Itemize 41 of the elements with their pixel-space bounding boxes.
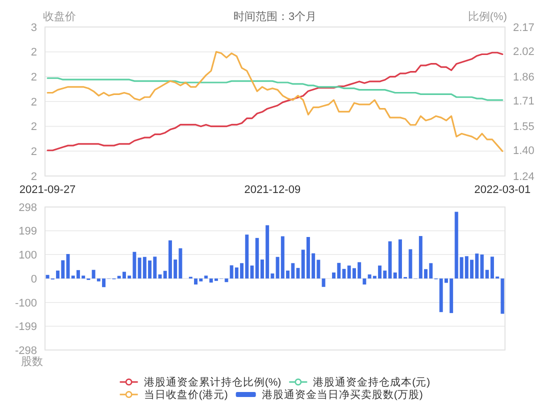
y-tick-label: 100 xyxy=(18,249,37,262)
y2-tick-label: 1.24 xyxy=(513,170,534,183)
bar xyxy=(46,274,50,278)
y2-axis-title: 比例(%) xyxy=(468,10,507,23)
y-tick-label: 298 xyxy=(18,202,37,214)
chart-title: 时间范围：3个月 xyxy=(233,10,317,23)
legend-label: 当日收盘价(港元) xyxy=(144,388,228,402)
y-tick-label: -298 xyxy=(14,344,37,357)
y2-tick-label: 2.17 xyxy=(513,22,534,34)
bar xyxy=(322,278,326,287)
y-tick-label: -100 xyxy=(14,297,37,310)
y2-tick-label: 1.71 xyxy=(513,96,534,108)
bar xyxy=(92,270,96,278)
x-tick-label: 2022-03-01 xyxy=(474,184,531,196)
bar xyxy=(454,212,458,278)
y-tick-label: 199 xyxy=(18,226,37,238)
y-tick-label: 2 xyxy=(30,96,37,108)
y-axis-title: 收盘价 xyxy=(43,11,76,23)
bar xyxy=(224,278,228,282)
y-tick-label: 0 xyxy=(30,273,37,286)
legend-label: 港股通资金当日净买卖股数(万股) xyxy=(262,388,423,402)
bar xyxy=(204,276,208,278)
bar xyxy=(500,278,504,314)
line-series xyxy=(46,77,504,101)
y-tick-label: -199 xyxy=(14,321,37,334)
legend-label: 港股通资金累计持仓比例(%) xyxy=(144,376,282,389)
bar xyxy=(362,278,366,284)
y-tick-label: 2 xyxy=(30,146,37,158)
y-tick-label: 2 xyxy=(30,170,37,183)
y-tick-label: 2 xyxy=(30,46,37,59)
y2-tick-label: 1.40 xyxy=(513,145,534,158)
y2-tick-label: 1.55 xyxy=(513,121,534,134)
y-tick-label: 2 xyxy=(30,72,37,84)
legend-label: 港股通资金持仓成本(元) xyxy=(313,376,430,389)
y2-tick-label: 2.02 xyxy=(513,46,534,58)
y-tick-label: 2 xyxy=(30,121,37,134)
x-tick-label: 2021-09-27 xyxy=(19,184,76,196)
y-axis-title: 股数 xyxy=(21,356,43,368)
y2-tick-label: 1.86 xyxy=(513,72,534,84)
x-tick-label: 2021-12-09 xyxy=(244,184,301,196)
y-tick-label: 3 xyxy=(30,22,37,34)
